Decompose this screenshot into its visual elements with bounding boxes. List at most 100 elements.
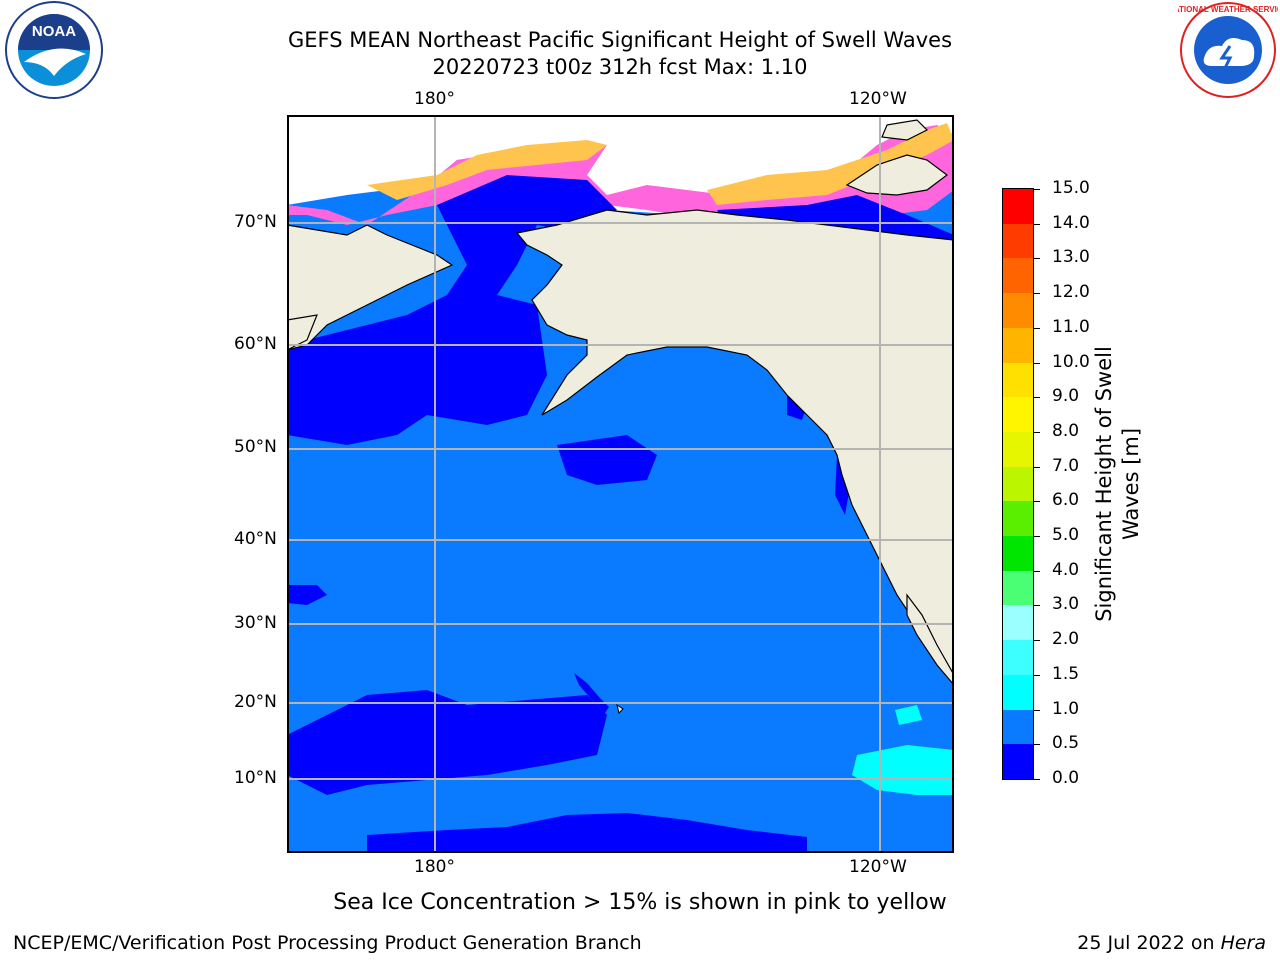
colorbar-tick-label: 15.0: [1052, 178, 1090, 198]
colorbar-tick-mark: [1034, 501, 1040, 503]
colorbar: [1002, 188, 1034, 780]
land-alaska-canada: [515, 209, 954, 676]
colorbar-tick-mark: [1034, 466, 1040, 468]
footer-machine: Hera: [1220, 932, 1266, 954]
lon-tick-bottom-120w: 120°W: [849, 857, 907, 877]
chart-title: GEFS MEAN Northeast Pacific Significant …: [287, 28, 953, 52]
colorbar-segment: [1003, 709, 1033, 745]
swell-cyan-patch: [895, 705, 922, 725]
sea-ice-yellow-east: [707, 123, 954, 205]
beaufort-dark-zone: [717, 195, 954, 255]
colorbar-tick-label: 1.0: [1052, 698, 1080, 719]
land-hawaii: [616, 703, 624, 714]
lon-tick-top-120w: 120°W: [849, 89, 907, 109]
colorbar-tick-label: 8.0: [1052, 420, 1080, 441]
map-panel: [287, 115, 954, 853]
colorbar-tick-label: 12.0: [1052, 282, 1090, 303]
lat-tick-20n: 20°N: [234, 692, 277, 712]
colorbar-tick-mark: [1034, 327, 1040, 329]
colorbar-tick-mark: [1034, 397, 1040, 399]
map-svg: [287, 115, 954, 853]
colorbar-segment: [1003, 431, 1033, 467]
dark-patch-west: [287, 585, 327, 605]
colorbar-segment: [1003, 743, 1033, 779]
colorbar-tick-label: 5.0: [1052, 525, 1080, 546]
lon-tick-top-180: 180°: [414, 89, 455, 109]
sea-ice-yellow-west: [367, 140, 607, 200]
lat-tick-70n: 70°N: [234, 212, 277, 232]
colorbar-segment: [1003, 223, 1033, 259]
colorbar-tick-mark: [1034, 674, 1040, 676]
colorbar-tick-label: 3.0: [1052, 594, 1080, 615]
colorbar-tick-mark: [1034, 362, 1040, 364]
colorbar-tick-label: 14.0: [1052, 212, 1090, 233]
nws-logo: NATIONAL WEATHER SERVICE: [1168, 0, 1280, 100]
colorbar-tick-label: 10.0: [1052, 351, 1090, 372]
footer-date: 25 Jul 2022 on: [1077, 932, 1221, 954]
colorbar-tick-label: 0.0: [1052, 768, 1080, 788]
sea-ice-pink: [287, 125, 954, 225]
colorbar-tick-mark: [1034, 536, 1040, 538]
colorbar-label-line2: Waves [m]: [1119, 427, 1143, 541]
colorbar-tick-label: 4.0: [1052, 559, 1080, 580]
land-kamchatka: [287, 314, 318, 351]
colorbar-tick-mark: [1034, 744, 1040, 746]
colorbar-tick-mark: [1034, 570, 1040, 572]
lat-tick-40n: 40°N: [234, 529, 277, 549]
footer-right: 25 Jul 2022 on Hera: [1077, 932, 1266, 954]
colorbar-segment: [1003, 257, 1033, 294]
swell-cyan-zone: [852, 745, 954, 795]
colorbar-tick-mark: [1034, 605, 1040, 607]
colorbar-segment: [1003, 396, 1033, 432]
colorbar-segment: [1003, 604, 1033, 641]
colorbar-tick-mark: [1034, 779, 1040, 780]
colorbar-tick-mark: [1034, 431, 1040, 433]
lat-tick-30n: 30°N: [234, 613, 277, 633]
equatorial-dark-zone: [367, 813, 807, 853]
footer-left: NCEP/EMC/Verification Post Processing Pr…: [13, 932, 642, 954]
colorbar-segment: [1003, 327, 1033, 363]
colorbar-segment: [1003, 674, 1033, 710]
lat-tick-60n: 60°N: [234, 334, 277, 354]
colorbar-label: Significant Height of Swell Waves [m]: [1091, 346, 1145, 622]
gulf-dark-patch: [557, 435, 657, 485]
colorbar-segment: [1003, 639, 1033, 675]
sea-ice-note: Sea Ice Concentration > 15% is shown in …: [333, 890, 947, 915]
colorbar-segment: [1003, 188, 1033, 224]
colorbar-tick-label: 1.5: [1052, 663, 1080, 684]
bering-dark-zone: [287, 175, 617, 445]
colorbar-tick-label: 6.0: [1052, 490, 1080, 511]
colorbar-tick-mark: [1034, 189, 1040, 190]
colorbar-segment: [1003, 466, 1033, 502]
colorbar-tick-mark: [1034, 709, 1040, 711]
land-arctic-island-1: [845, 154, 948, 196]
tropical-dark-zone: [287, 690, 607, 795]
colorbar-tick-mark: [1034, 223, 1040, 225]
noaa-wordmark: NOAA: [32, 23, 76, 40]
lat-tick-10n: 10°N: [234, 768, 277, 788]
nws-ring-text: NATIONAL WEATHER SERVICE: [1178, 5, 1278, 14]
colorbar-tick-label: 2.0: [1052, 629, 1080, 650]
chart-subtitle: 20220723 t00z 312h fcst Max: 1.10: [432, 55, 808, 79]
colorbar-tick-label: 13.0: [1052, 247, 1090, 268]
colorbar-segment: [1003, 535, 1033, 571]
colorbar-label-line1: Significant Height of Swell: [1092, 346, 1116, 622]
land-arctic-island-2: [881, 119, 929, 141]
colorbar-tick-mark: [1034, 293, 1040, 295]
colorbar-segment: [1003, 292, 1033, 328]
colorbar-segment: [1003, 362, 1033, 398]
colorbar-tick-label: 11.0: [1052, 316, 1090, 337]
colorbar-tick-label: 7.0: [1052, 455, 1080, 476]
colorbar-segment: [1003, 570, 1033, 606]
colorbar-tick-label: 9.0: [1052, 386, 1080, 407]
colorbar-segment: [1003, 500, 1033, 537]
noaa-logo: NOAA: [4, 0, 104, 100]
map-frame: [287, 115, 954, 853]
graticule: [287, 115, 954, 853]
colorbar-tick-mark: [1034, 640, 1040, 642]
colorbar-tick-label: 0.5: [1052, 733, 1080, 754]
coastal-dark-bc: [787, 395, 807, 420]
colorbar-tick-mark: [1034, 258, 1040, 260]
lat-tick-50n: 50°N: [234, 437, 277, 457]
lon-tick-bottom-180: 180°: [414, 857, 455, 877]
